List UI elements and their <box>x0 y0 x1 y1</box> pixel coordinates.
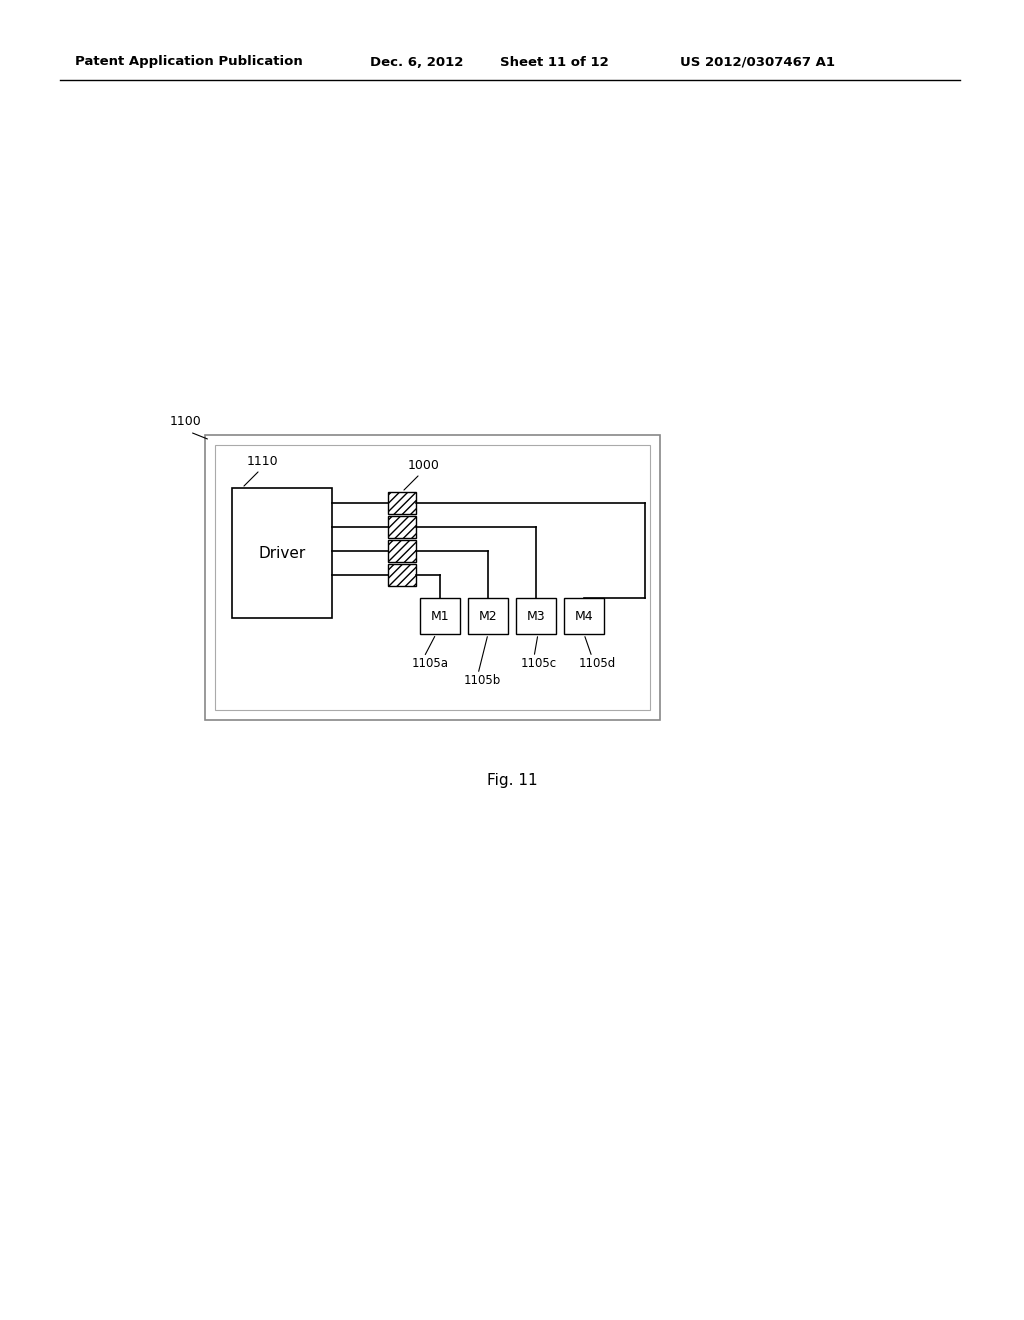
Bar <box>516 598 556 634</box>
Text: 1105a: 1105a <box>412 657 449 671</box>
Text: Driver: Driver <box>258 545 305 561</box>
Text: 1105d: 1105d <box>579 657 616 671</box>
Text: Dec. 6, 2012: Dec. 6, 2012 <box>370 55 464 69</box>
Bar <box>420 598 460 634</box>
Text: M4: M4 <box>574 610 593 623</box>
Bar <box>564 598 604 634</box>
Text: Fig. 11: Fig. 11 <box>486 772 538 788</box>
Text: M3: M3 <box>526 610 546 623</box>
Text: US 2012/0307467 A1: US 2012/0307467 A1 <box>680 55 835 69</box>
Text: M2: M2 <box>478 610 498 623</box>
Text: Sheet 11 of 12: Sheet 11 of 12 <box>500 55 608 69</box>
Bar <box>388 564 416 586</box>
Bar <box>388 516 416 539</box>
Text: 1105c: 1105c <box>521 657 557 671</box>
Text: M1: M1 <box>431 610 450 623</box>
Bar <box>205 436 660 719</box>
Bar <box>388 540 416 562</box>
Bar <box>232 488 332 618</box>
Bar <box>468 598 508 634</box>
Text: 1100: 1100 <box>170 414 202 428</box>
Bar <box>215 445 650 710</box>
Bar <box>388 492 416 513</box>
Text: Patent Application Publication: Patent Application Publication <box>75 55 303 69</box>
Text: 1110: 1110 <box>247 455 279 469</box>
Text: 1105b: 1105b <box>464 675 502 686</box>
Text: 1000: 1000 <box>408 459 440 473</box>
